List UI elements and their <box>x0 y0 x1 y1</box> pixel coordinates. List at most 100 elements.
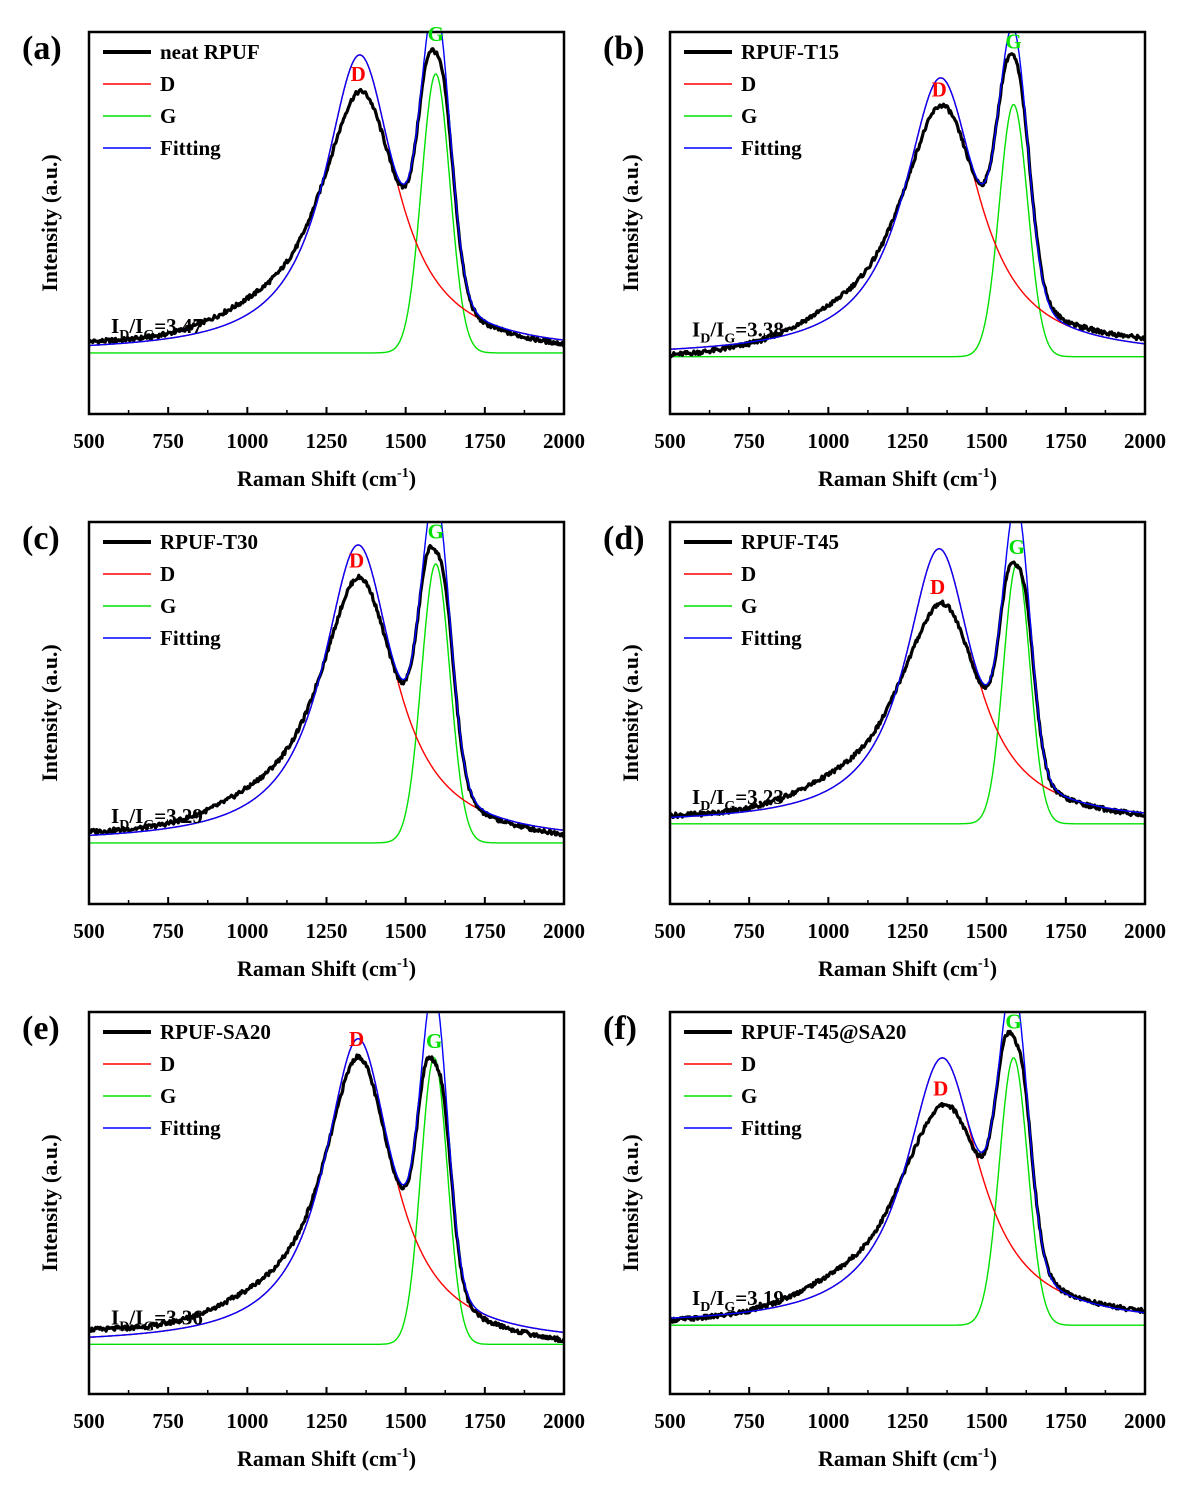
x-tick-label: 2000 <box>543 429 585 453</box>
x-tick-label: 1750 <box>1045 919 1087 943</box>
legend-label: G <box>741 594 757 618</box>
y-axis-label: Intensity (a.u.) <box>618 1134 643 1272</box>
chart-panel-2: 500 750 1000 1250 1500 1750 2000 Raman Shift (c… <box>603 30 1166 491</box>
ratio-annotation: ID/IG=3.47 <box>111 314 203 343</box>
x-tick-label: 1250 <box>306 1409 348 1433</box>
chart-panel-6: 500 750 1000 1250 1500 1750 2000 Raman Shift (c… <box>603 1010 1166 1471</box>
y-axis-label: Intensity (a.u.) <box>618 644 643 782</box>
plot-area <box>670 522 1145 825</box>
legend-sample-name: RPUF-T30 <box>160 530 258 554</box>
panel-label: (e) <box>22 1010 60 1047</box>
x-tick-label: 750 <box>733 429 765 453</box>
series-measured-line <box>670 1029 1145 1324</box>
x-tick-label: 1000 <box>807 1409 849 1433</box>
series-measured-line <box>89 543 564 838</box>
x-axis-label: Raman Shift (cm-1) <box>818 466 997 491</box>
x-tick-label: 1250 <box>887 1409 929 1433</box>
series-cumulative-fit-line <box>89 32 564 347</box>
legend-label: Fitting <box>741 136 802 160</box>
y-axis-label: Intensity (a.u.) <box>37 1134 62 1272</box>
x-axis-label: Raman Shift (cm-1) <box>818 956 997 981</box>
plot-area <box>89 32 564 354</box>
panel-label: (a) <box>22 30 62 67</box>
x-tick-label: 1500 <box>385 429 427 453</box>
panel-label: (c) <box>22 520 60 557</box>
peak-D-label: D <box>930 575 945 599</box>
legend-sample-name: RPUF-T45@SA20 <box>741 1020 906 1044</box>
x-tick-label: 2000 <box>1124 1409 1166 1433</box>
series-G-fit-line <box>89 1056 564 1346</box>
x-tick-label: 1750 <box>464 919 506 943</box>
series-cumulative-fit-line <box>670 522 1145 819</box>
peak-G-label: G <box>428 520 444 544</box>
series-G-fit-line <box>670 563 1145 825</box>
x-tick-label: 1750 <box>1045 1409 1087 1433</box>
x-tick-label: 1500 <box>966 919 1008 943</box>
legend-sample-name: RPUF-T45 <box>741 530 839 554</box>
plot-area <box>89 1012 564 1346</box>
peak-G-label: G <box>1005 1010 1021 1034</box>
peak-G-label: G <box>428 22 444 46</box>
legend-label: D <box>160 72 175 96</box>
legend-label: D <box>160 562 175 586</box>
series-cumulative-fit-line <box>89 522 564 837</box>
x-tick-label: 500 <box>654 429 686 453</box>
x-tick-label: 1250 <box>887 429 929 453</box>
series-measured-line <box>670 52 1145 359</box>
ratio-annotation: ID/IG=3.19 <box>692 1286 784 1315</box>
series-D-fit-line <box>89 54 564 347</box>
legend-label: Fitting <box>741 1116 802 1140</box>
x-axis-label: Raman Shift (cm-1) <box>237 956 416 981</box>
legend-label: G <box>160 1084 176 1108</box>
legend-label: D <box>741 72 756 96</box>
x-tick-label: 1750 <box>1045 429 1087 453</box>
series-G-fit-line <box>89 563 564 844</box>
peak-D-label: D <box>933 1077 948 1101</box>
ratio-annotation: ID/IG=3.36 <box>111 1305 203 1334</box>
x-tick-label: 2000 <box>1124 919 1166 943</box>
legend-sample-name: neat RPUF <box>160 40 260 64</box>
series-G-fit-line <box>89 73 564 354</box>
x-tick-label: 500 <box>654 919 686 943</box>
ratio-annotation: ID/IG=3.23 <box>692 785 784 814</box>
peak-G-label: G <box>1005 30 1021 54</box>
x-axis-label: Raman Shift (cm-1) <box>237 1446 416 1471</box>
x-axis-label: Raman Shift (cm-1) <box>818 1446 997 1471</box>
ratio-annotation: ID/IG=3.38 <box>692 318 784 347</box>
legend-label: D <box>160 1052 175 1076</box>
series-cumulative-fit-line <box>89 1012 564 1338</box>
x-tick-label: 1750 <box>464 429 506 453</box>
y-axis-label: Intensity (a.u.) <box>618 154 643 292</box>
panel-label: (f) <box>603 1010 637 1047</box>
legend-sample-name: RPUF-SA20 <box>160 1020 271 1044</box>
plot-area <box>670 1012 1145 1326</box>
legend-label: Fitting <box>160 136 221 160</box>
x-tick-label: 1500 <box>966 1409 1008 1433</box>
y-axis-label: Intensity (a.u.) <box>37 644 62 782</box>
x-tick-label: 750 <box>733 1409 765 1433</box>
x-tick-label: 500 <box>654 1409 686 1433</box>
legend-label: Fitting <box>160 626 221 650</box>
legend-label: D <box>741 1052 756 1076</box>
x-tick-label: 1500 <box>966 429 1008 453</box>
plot-area <box>89 522 564 844</box>
panel-label: (b) <box>603 30 645 67</box>
x-tick-label: 2000 <box>543 919 585 943</box>
legend-label: D <box>741 562 756 586</box>
legend-label: G <box>741 1084 757 1108</box>
peak-G-label: G <box>426 1029 442 1053</box>
chart-panel-4: 500 750 1000 1250 1500 1750 2000 Raman Shift (c… <box>603 520 1166 981</box>
x-tick-label: 500 <box>73 919 105 943</box>
series-cumulative-fit-line <box>670 32 1145 350</box>
x-axis-label: Raman Shift (cm-1) <box>237 466 416 491</box>
panel-label: (d) <box>603 520 645 557</box>
x-tick-label: 500 <box>73 429 105 453</box>
peak-G-label: G <box>1009 535 1025 559</box>
legend-sample-name: RPUF-T15 <box>741 40 839 64</box>
peak-D-label: D <box>349 548 364 572</box>
x-tick-label: 750 <box>733 919 765 943</box>
series-cumulative-fit-line <box>670 1012 1145 1319</box>
chart-panel-5: 500 750 1000 1250 1500 1750 2000 Raman Shift (c… <box>22 1010 585 1471</box>
series-G-fit-line <box>670 103 1145 358</box>
